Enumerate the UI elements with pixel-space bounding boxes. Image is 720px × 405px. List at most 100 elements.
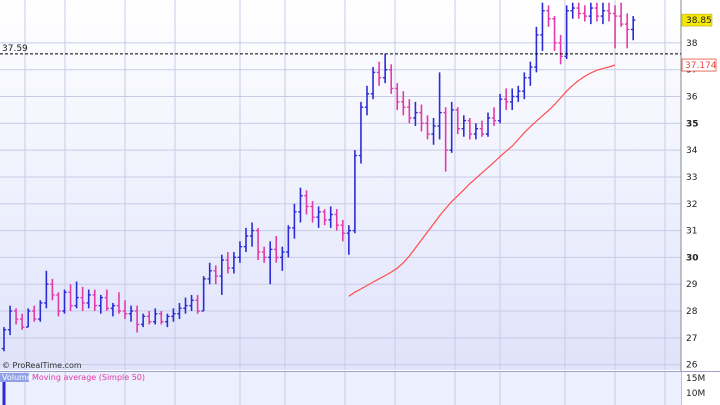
ohlc-bar xyxy=(225,252,231,274)
ohlc-bar xyxy=(147,311,152,325)
ohlc-bars xyxy=(1,2,636,352)
volume-grid xyxy=(0,371,720,405)
ohlc-bar xyxy=(74,281,79,309)
ohlc-bar xyxy=(177,302,182,320)
ohlc-bar xyxy=(213,265,218,285)
moving-average-value-label: 37.174 xyxy=(685,61,717,71)
ohlc-bar xyxy=(249,222,255,247)
ohlc-bar xyxy=(19,313,25,330)
ohlc-bar xyxy=(219,254,224,295)
ohlc-bar xyxy=(449,101,454,153)
ohlc-bar xyxy=(1,327,7,352)
ohlc-bar xyxy=(274,235,279,263)
ohlc-bar xyxy=(26,308,31,328)
price-grid xyxy=(0,0,681,370)
ohlc-bar xyxy=(413,101,418,127)
price-panel-background xyxy=(0,0,681,370)
ohlc-bar xyxy=(13,308,19,325)
y-tick-label: 30 xyxy=(686,253,699,263)
ohlc-bar xyxy=(80,286,85,312)
ohlc-bar xyxy=(134,305,140,333)
reference-line-label: 37.59 xyxy=(2,44,28,54)
ohlc-bar xyxy=(153,308,158,325)
ohlc-bar xyxy=(50,278,55,301)
ohlc-bar xyxy=(497,93,503,124)
y-tick-label: 29 xyxy=(686,280,698,290)
reference-line: 37.59 xyxy=(0,44,681,55)
last-price-label: 38.85 xyxy=(686,16,712,26)
ohlc-bar xyxy=(443,107,448,172)
ohlc-bar xyxy=(582,5,587,22)
ohlc-bar xyxy=(62,289,67,314)
ohlc-bar xyxy=(364,85,370,116)
last-price-badge xyxy=(681,13,713,27)
ohlc-bar xyxy=(116,292,122,314)
ohlc-bar xyxy=(564,5,569,59)
ohlc-bar xyxy=(631,16,636,41)
ohlc-bar xyxy=(189,294,194,312)
ohlc-bar xyxy=(292,203,297,239)
ohlc-bar xyxy=(7,305,13,336)
ohlc-bar xyxy=(128,305,134,322)
volume-bar xyxy=(2,378,6,405)
ohlc-bar xyxy=(461,115,466,137)
credit-text: © ProRealTime.com xyxy=(2,361,82,370)
ohlc-bar xyxy=(522,72,527,100)
ohlc-bar xyxy=(570,2,575,19)
y-tick-label: 32 xyxy=(686,200,697,210)
ohlc-bar xyxy=(110,302,116,317)
y-tick-label: 38 xyxy=(686,39,698,49)
y-tick-label: 31 xyxy=(686,227,697,237)
ohlc-bar xyxy=(576,2,581,19)
ohlc-bar xyxy=(389,64,394,94)
volume-ma-legend-label: Moving average (Simple 50) xyxy=(32,373,145,382)
y-tick-label: 34 xyxy=(686,146,698,156)
ohlc-bar xyxy=(395,83,400,110)
ohlc-bar xyxy=(92,289,97,312)
ohlc-bar xyxy=(334,209,339,231)
ohlc-bar xyxy=(510,88,515,110)
ohlc-bar xyxy=(455,107,460,135)
ohlc-bar xyxy=(68,284,73,312)
ohlc-bar xyxy=(346,225,352,255)
price-y-axis: 26272829303132333435363738 xyxy=(680,0,699,405)
ohlc-bar xyxy=(485,112,491,137)
moving-average-series xyxy=(348,64,616,297)
ohlc-bar xyxy=(558,34,563,65)
ohlc-bar xyxy=(286,225,291,258)
ohlc-bar xyxy=(140,313,146,328)
ohlc-bar xyxy=(104,289,110,312)
y-tick-label: 33 xyxy=(686,173,697,183)
ohlc-bar xyxy=(437,72,442,140)
ohlc-bar xyxy=(340,219,345,242)
ohlc-bar xyxy=(425,115,430,140)
ohlc-bar xyxy=(122,300,128,320)
ohlc-bar xyxy=(165,313,170,328)
ohlc-bar xyxy=(419,104,424,132)
ohlc-bar xyxy=(431,117,436,145)
ohlc-bar xyxy=(56,292,61,317)
ohlc-bar xyxy=(304,190,309,215)
ohlc-bar xyxy=(407,99,412,124)
ohlc-bar xyxy=(255,227,261,261)
ohlc-bar xyxy=(546,5,551,27)
ohlc-bar xyxy=(328,206,333,228)
ohlc-bar xyxy=(503,88,509,110)
ohlc-bar xyxy=(171,308,176,322)
ohlc-bar xyxy=(491,107,497,127)
ohlc-bar xyxy=(606,2,612,22)
ohlc-bar xyxy=(298,187,303,223)
y-tick-label: 36 xyxy=(686,93,698,103)
ohlc-bar xyxy=(534,26,539,73)
ohlc-bar xyxy=(237,241,243,263)
ohlc-bar xyxy=(479,120,485,137)
ohlc-bar xyxy=(594,2,600,22)
ohlc-bar xyxy=(231,252,237,274)
ohlc-bar xyxy=(159,311,164,325)
volume-tick-label: 15M xyxy=(686,374,705,384)
ohlc-bar xyxy=(44,270,49,309)
y-tick-label: 26 xyxy=(686,361,698,371)
ohlc-bar xyxy=(261,246,267,263)
price-badges: 38.85 37.174 xyxy=(681,13,717,72)
